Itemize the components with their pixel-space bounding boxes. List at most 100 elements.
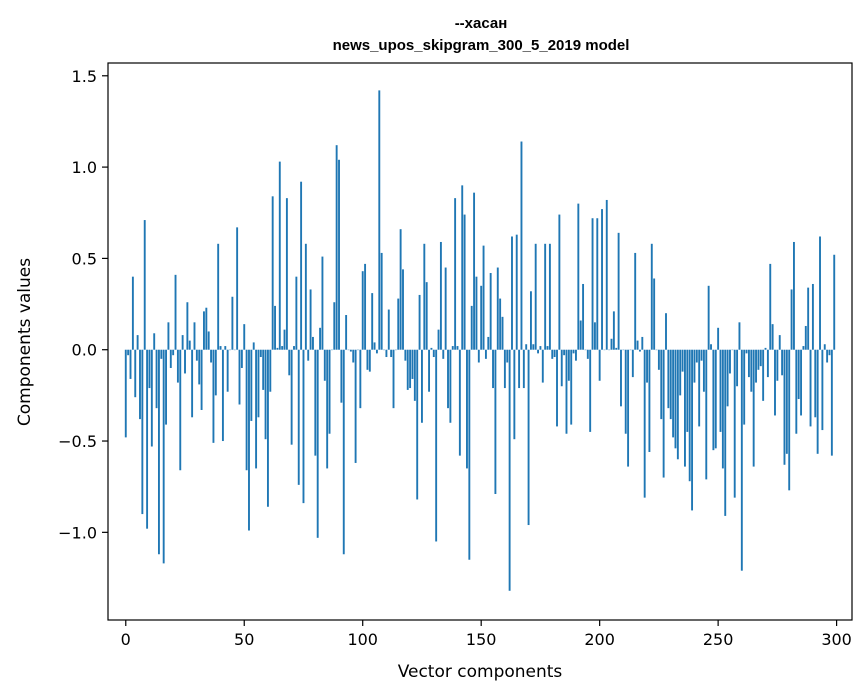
bar-154: [489, 273, 492, 350]
bar-157: [496, 267, 499, 350]
bar-215: [634, 252, 637, 350]
bar-198: [593, 322, 596, 350]
bar-71: [293, 346, 295, 350]
bar-55: [255, 349, 258, 469]
bar-152: [484, 349, 487, 359]
bar-150: [480, 285, 483, 350]
bar-142: [461, 185, 464, 350]
bar-15: [160, 349, 163, 359]
bar-257: [733, 349, 736, 498]
bar-225: [657, 349, 660, 370]
bar-298: [830, 349, 833, 456]
bar-262: [745, 349, 748, 354]
bar-294: [821, 349, 824, 431]
bar-193: [582, 283, 585, 350]
bar-218: [641, 336, 644, 350]
bar-221: [648, 349, 651, 452]
bars-group: [124, 90, 836, 591]
bar-97: [354, 349, 357, 463]
bar-129: [430, 347, 433, 350]
x-axis-ticks: 0 50 100 150 200 250 300: [121, 620, 852, 649]
bar-267: [757, 349, 760, 370]
bar-184: [560, 349, 563, 387]
bar-171: [529, 291, 532, 350]
bar-5: [136, 335, 139, 350]
bar-116: [399, 229, 402, 350]
bar-153: [487, 336, 490, 350]
bar-190: [575, 349, 577, 361]
bar-280: [788, 349, 791, 491]
bar-278: [783, 349, 786, 465]
bar-135: [444, 267, 447, 350]
bar-35: [207, 331, 210, 350]
bar-227: [662, 349, 665, 478]
bar-176: [541, 349, 544, 383]
bar-295: [823, 344, 826, 350]
bar-12: [153, 333, 156, 350]
bar-83: [321, 256, 324, 350]
bar-40: [219, 346, 222, 350]
bar-130: [432, 349, 435, 358]
bar-82: [319, 327, 322, 350]
bar-199: [596, 218, 599, 350]
bar-39: [217, 243, 220, 350]
bar-33: [203, 311, 205, 350]
bar-16: [162, 349, 165, 564]
bar-113: [392, 349, 395, 409]
bar-134: [442, 349, 445, 359]
x-tick-label: 300: [821, 630, 852, 649]
bar-161: [506, 349, 509, 363]
bar-95: [349, 349, 352, 352]
bar-266: [755, 349, 757, 383]
y-tick-label: −0.5: [58, 432, 97, 451]
bar-282: [793, 241, 795, 350]
bar-279: [785, 349, 788, 454]
bar-180: [551, 349, 554, 359]
bar-64: [276, 347, 279, 350]
bar-84: [323, 349, 326, 381]
bar-247: [710, 344, 712, 350]
bar-122: [413, 349, 416, 401]
bar-189: [572, 349, 575, 354]
bar-246: [707, 285, 710, 350]
bar-170: [527, 349, 530, 526]
bar-77: [307, 349, 310, 361]
bar-25: [184, 349, 186, 374]
bar-163: [511, 236, 513, 350]
bar-263: [747, 349, 750, 378]
bar-112: [390, 349, 393, 358]
bar-62: [271, 196, 274, 350]
bar-80: [314, 349, 317, 456]
bar-261: [743, 349, 746, 425]
bar-69: [288, 349, 291, 376]
bar-121: [411, 349, 414, 379]
bar-250: [717, 327, 720, 350]
x-tick-label: 50: [234, 630, 254, 649]
bar-174: [537, 349, 539, 354]
bar-57: [259, 349, 262, 358]
bar-235: [681, 349, 684, 372]
bar-151: [482, 245, 485, 350]
x-tick-label: 150: [466, 630, 497, 649]
bar-272: [769, 263, 772, 350]
bar-188: [570, 349, 573, 425]
bar-234: [679, 349, 682, 396]
bar-239: [691, 349, 694, 511]
bar-211: [624, 349, 627, 434]
bar-144: [466, 349, 468, 469]
bar-145: [468, 349, 471, 560]
bar-23: [179, 349, 182, 471]
bar-136: [447, 349, 449, 409]
y-tick-label: 0.0: [72, 341, 97, 360]
bar-276: [778, 335, 781, 350]
bar-245: [705, 349, 708, 480]
bar-240: [693, 349, 696, 383]
bar-17: [165, 349, 167, 425]
bar-255: [729, 349, 731, 374]
bar-52: [248, 349, 250, 531]
bar-120: [409, 349, 412, 389]
bar-78: [309, 289, 312, 350]
bar-208: [617, 232, 620, 350]
bar-201: [601, 209, 603, 350]
